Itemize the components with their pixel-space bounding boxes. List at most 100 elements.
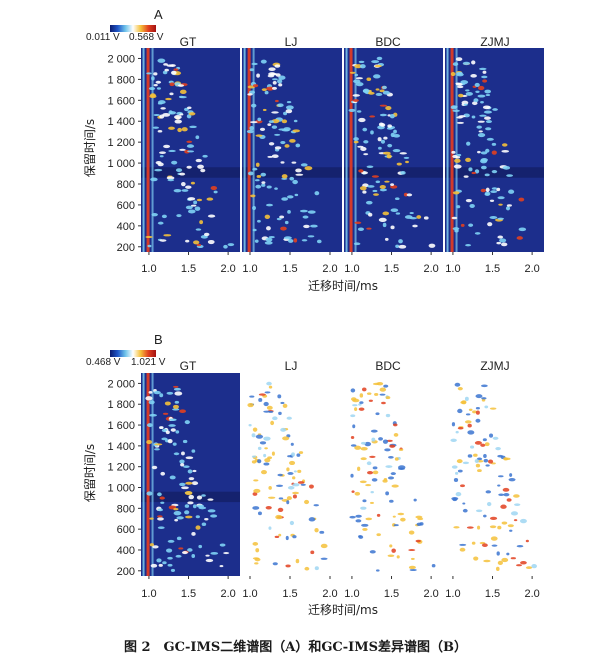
- y-tick-label: 1 000: [107, 158, 135, 170]
- difference-spot: [467, 454, 473, 458]
- difference-spot: [268, 385, 273, 389]
- signal-spot: [304, 166, 313, 171]
- signal-spot: [185, 205, 193, 210]
- y-tick-label: 200: [117, 242, 135, 254]
- signal-spot: [150, 93, 156, 98]
- difference-spot: [497, 484, 501, 487]
- difference-spot: [278, 533, 282, 537]
- y-tick-label: 2 000: [107, 378, 135, 390]
- difference-spot: [304, 566, 310, 571]
- signal-spot: [468, 223, 474, 227]
- signal-spot: [195, 135, 200, 140]
- difference-spot: [254, 562, 259, 565]
- x-tick-label: 1.0: [344, 588, 359, 600]
- difference-spot: [376, 533, 381, 537]
- signal-spot: [185, 456, 194, 460]
- signal-spot: [264, 214, 271, 219]
- signal-spot: [307, 210, 316, 214]
- rip-shoulder: [446, 48, 449, 252]
- difference-spot: [252, 427, 258, 432]
- signal-spot: [170, 568, 176, 572]
- signal-spot: [162, 112, 171, 117]
- difference-spot: [280, 427, 287, 432]
- signal-spot: [145, 396, 153, 401]
- signal-spot: [274, 64, 281, 68]
- panel-b-heatmap-lj: [242, 373, 342, 576]
- signal-spot: [219, 565, 224, 568]
- difference-spot: [483, 559, 491, 563]
- signal-spot: [465, 198, 472, 203]
- signal-spot: [147, 244, 152, 248]
- difference-spot: [451, 422, 456, 427]
- signal-spot: [518, 197, 525, 202]
- signal-spot: [366, 227, 372, 230]
- difference-spot: [271, 451, 275, 456]
- y-tick-label: 1 800: [107, 74, 135, 86]
- signal-spot: [468, 167, 473, 172]
- signal-spot: [207, 509, 216, 513]
- difference-spot: [300, 483, 306, 486]
- difference-spot: [385, 396, 391, 400]
- difference-spot: [365, 484, 372, 487]
- signal-spot: [249, 125, 254, 131]
- heatmap-dark-band: [141, 167, 240, 178]
- rip-shoulder: [345, 48, 348, 252]
- difference-spot: [466, 526, 474, 529]
- signal-spot: [281, 119, 288, 124]
- signal-spot: [477, 150, 481, 154]
- signal-spot: [374, 64, 382, 68]
- signal-spot: [500, 242, 508, 247]
- signal-spot: [460, 223, 465, 227]
- signal-spot: [159, 496, 165, 500]
- difference-spot: [481, 543, 488, 547]
- panel-a-xlabel: 迁移时间/ms: [308, 279, 378, 293]
- signal-spot: [264, 90, 269, 95]
- signal-spot: [287, 209, 291, 214]
- signal-spot: [157, 492, 162, 497]
- signal-spot: [177, 127, 182, 133]
- difference-spot: [484, 442, 490, 447]
- signal-spot: [286, 195, 294, 199]
- difference-spot: [360, 506, 367, 510]
- signal-spot: [266, 203, 273, 207]
- difference-spot: [355, 519, 362, 523]
- signal-spot: [292, 179, 298, 185]
- panel-b-heatmap-bdc: [344, 373, 443, 576]
- signal-spot: [485, 148, 490, 153]
- signal-spot: [184, 504, 190, 508]
- difference-spot: [275, 484, 284, 487]
- signal-spot: [292, 129, 300, 133]
- signal-spot: [201, 522, 207, 526]
- difference-spot: [510, 511, 519, 516]
- signal-spot: [453, 164, 462, 169]
- reactant-ion-peak: [247, 48, 251, 252]
- y-tick-label: 1 400: [107, 441, 135, 453]
- signal-spot: [156, 87, 162, 90]
- signal-spot: [455, 57, 463, 62]
- difference-spot: [453, 478, 459, 482]
- difference-spot: [287, 455, 292, 458]
- panel-a-colorbar: [110, 25, 156, 32]
- signal-spot: [428, 243, 436, 248]
- difference-spot: [270, 420, 275, 426]
- y-tick-label: 1 600: [107, 420, 135, 432]
- difference-spot: [483, 458, 489, 463]
- signal-spot: [149, 543, 154, 547]
- signal-spot: [478, 67, 487, 71]
- x-tick-label: 2.0: [423, 588, 438, 600]
- signal-spot: [149, 413, 157, 417]
- signal-spot: [365, 200, 373, 205]
- difference-spot: [376, 381, 384, 386]
- y-tick-label: 1 200: [107, 462, 135, 474]
- difference-spot: [503, 457, 509, 461]
- difference-spot: [275, 514, 283, 520]
- signal-spot: [157, 130, 163, 133]
- difference-spot: [263, 453, 267, 458]
- difference-spot: [461, 400, 467, 405]
- rip-shoulder: [142, 48, 145, 252]
- difference-spot: [387, 554, 395, 557]
- signal-spot: [185, 515, 193, 519]
- difference-spot: [383, 384, 389, 388]
- signal-spot: [188, 209, 196, 214]
- difference-spot: [278, 497, 284, 500]
